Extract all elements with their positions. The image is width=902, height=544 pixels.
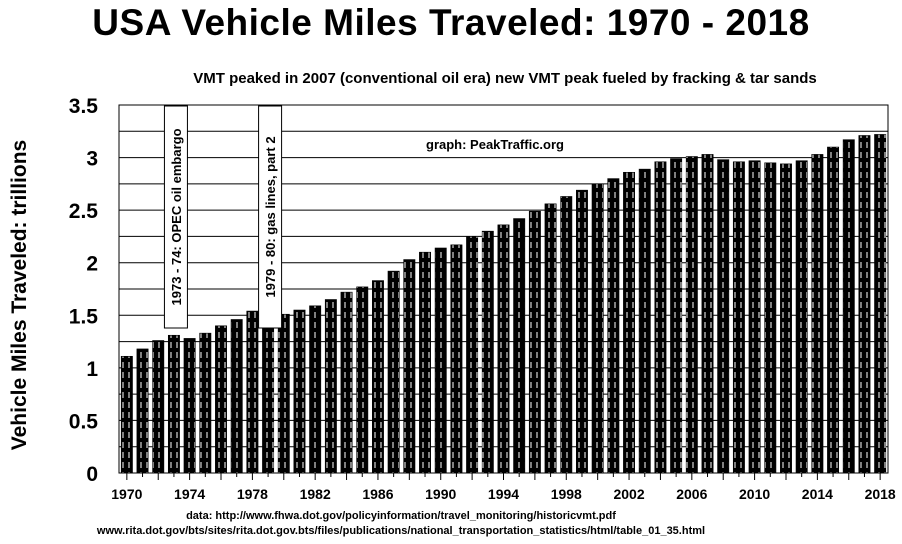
bar xyxy=(780,163,792,474)
bar xyxy=(434,247,447,474)
bar xyxy=(215,325,227,474)
bar xyxy=(654,161,667,474)
bar xyxy=(560,196,573,474)
bar xyxy=(246,310,259,474)
x-tick-label: 1978 xyxy=(237,486,268,502)
bar xyxy=(466,236,479,474)
bar xyxy=(513,218,526,474)
source-line-1: data: http://www.fhwa.dot.gov/policyinfo… xyxy=(186,510,616,522)
y-tick-label: 0.5 xyxy=(69,410,99,433)
annotation-box xyxy=(258,105,283,329)
bar xyxy=(277,313,290,474)
bar xyxy=(732,161,745,474)
bar xyxy=(120,355,133,474)
y-axis-label: Vehicle Miles Traveled: trillions xyxy=(8,140,31,450)
bar xyxy=(701,154,714,474)
x-tick-label: 2018 xyxy=(865,486,896,502)
axis-layer: 0 0.5 1 1.5 2 2.5 3 3.5 Vehicle Miles Traveled: … xyxy=(8,95,896,502)
x-tick-label: 2014 xyxy=(802,486,833,502)
x-tick-label: 1970 xyxy=(111,486,142,502)
bar xyxy=(152,340,165,474)
bar xyxy=(623,171,636,474)
bar xyxy=(167,334,180,474)
bar xyxy=(481,230,494,474)
x-tick-label: 1994 xyxy=(488,486,519,502)
annotation-box xyxy=(163,105,188,329)
bar xyxy=(230,319,243,474)
y-tick-label: 3.5 xyxy=(69,95,99,118)
x-tick-label: 1982 xyxy=(300,486,331,502)
chart-subtitle: VMT peaked in 2007 (conventional oil era… xyxy=(193,70,817,87)
bar xyxy=(528,210,541,474)
bar xyxy=(199,332,212,474)
bar xyxy=(685,156,698,474)
y-tick-label: 2 xyxy=(86,253,98,276)
bar xyxy=(262,311,275,474)
y-tick-label: 0 xyxy=(86,463,98,486)
y-tick-label: 3 xyxy=(86,148,98,171)
bar xyxy=(403,259,416,474)
bar xyxy=(576,189,588,474)
bar xyxy=(340,291,353,474)
bar xyxy=(842,139,855,474)
x-tick-label: 1986 xyxy=(362,486,393,502)
bar xyxy=(827,146,840,474)
bar xyxy=(450,244,463,474)
bar xyxy=(136,348,149,474)
x-tick-label: 2006 xyxy=(676,486,707,502)
annotation-text: 1979 - 80: gas lines, part 2 xyxy=(263,136,278,297)
x-tick-label: 1990 xyxy=(425,486,456,502)
bar xyxy=(544,203,557,474)
bar xyxy=(497,224,510,474)
credit-text: graph: PeakTraffic.org xyxy=(426,137,564,152)
bar xyxy=(795,160,808,474)
bar xyxy=(764,162,777,474)
bar xyxy=(717,159,730,474)
x-tick-label: 2010 xyxy=(739,486,770,502)
bar xyxy=(638,168,651,474)
bar xyxy=(748,160,761,474)
bars-layer xyxy=(120,134,887,474)
source-line-2: www.rita.dot.gov/bts/sites/rita.dot.gov.… xyxy=(96,525,706,537)
bar xyxy=(371,280,384,474)
bar xyxy=(811,154,824,474)
x-tick-label: 1998 xyxy=(551,486,582,502)
bar xyxy=(356,286,369,474)
bar xyxy=(419,251,431,474)
bar xyxy=(309,305,322,474)
x-tick-label: 1974 xyxy=(174,486,205,502)
bar xyxy=(874,134,887,474)
y-tick-label: 1 xyxy=(86,358,98,381)
bar xyxy=(670,158,683,474)
bar xyxy=(591,183,604,474)
y-tick-label: 2.5 xyxy=(69,200,99,223)
annotation-layer: 1973 - 74: OPEC oil embargo 1979 - 80: ga… xyxy=(163,105,564,329)
x-tick-label: 2002 xyxy=(613,486,644,502)
bar xyxy=(324,299,337,474)
bar xyxy=(183,338,196,474)
bar xyxy=(293,309,306,474)
bar xyxy=(607,178,620,474)
y-tick-label: 1.5 xyxy=(69,305,99,328)
chart-title: USA Vehicle Miles Traveled: 1970 - 2018 xyxy=(92,2,810,43)
bar xyxy=(387,270,400,474)
bar xyxy=(858,135,871,474)
annotation-text: 1973 - 74: OPEC oil embargo xyxy=(169,128,184,305)
